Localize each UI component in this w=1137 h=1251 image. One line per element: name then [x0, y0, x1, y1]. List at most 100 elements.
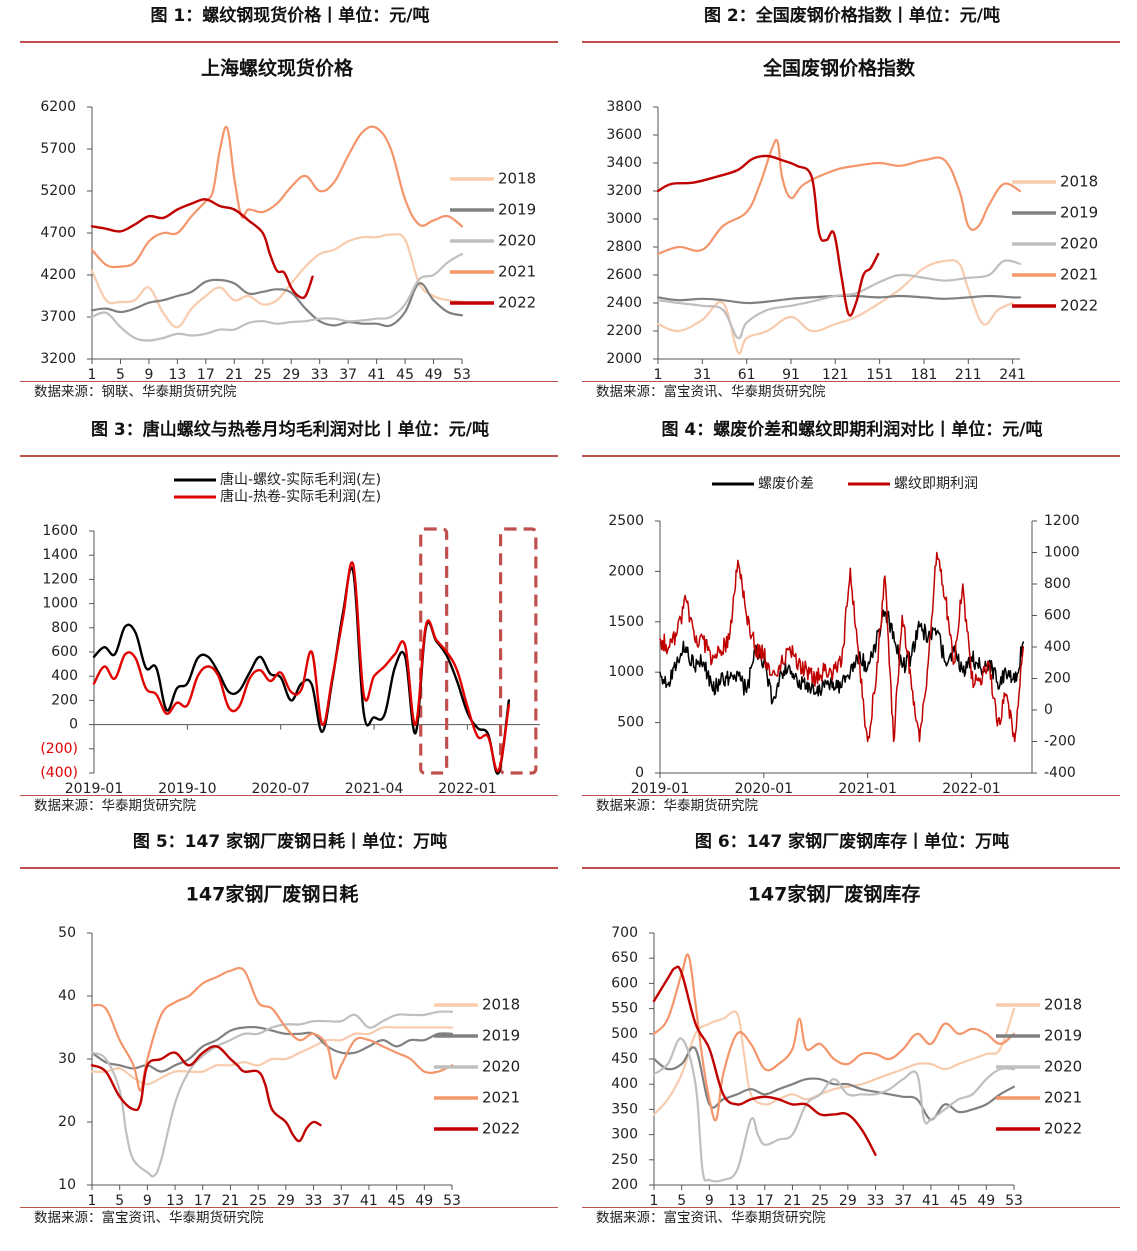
y-tick-label: 40 [58, 988, 76, 1004]
legend-label: 2020 [498, 232, 536, 250]
x-tick-label: 33 [311, 367, 329, 381]
source-rule [582, 1207, 1120, 1208]
caption-rule [20, 867, 558, 869]
series-line-3 [90, 125, 464, 269]
y-tick-label: 250 [611, 1152, 638, 1168]
x-tick-label: 53 [1005, 1193, 1023, 1207]
chart-title: 147家钢厂废钢日耗 [186, 883, 359, 906]
series-line-1 [90, 278, 464, 328]
x-tick-label: 49 [415, 1193, 433, 1207]
caption-rule [582, 455, 1120, 457]
x-tick-label: 1 [654, 367, 663, 381]
chart-title: 上海螺纹现货价格 [201, 57, 354, 80]
y-tick-label: 500 [611, 1026, 638, 1042]
series-line-3 [656, 138, 1022, 256]
y2-tick-label: 400 [1044, 639, 1071, 655]
x-tick-label: 2021-01 [838, 781, 897, 795]
data-source: 数据来源：富宝资讯、华泰期货研究院 [34, 1210, 264, 1226]
legend-label: 2022 [498, 294, 536, 312]
legend-label: 2021 [482, 1089, 520, 1107]
x-tick-label: 2020-07 [251, 781, 310, 795]
y-tick-label: 0 [635, 765, 644, 781]
caption-rule [582, 41, 1120, 43]
x-tick-label: 13 [166, 1193, 184, 1207]
series-line-0 [659, 609, 1025, 705]
legend-label: 2019 [482, 1027, 520, 1045]
figure-caption: 图 6：147 家钢厂废钢库存丨单位：万吨 [694, 832, 1010, 852]
series-line-2 [652, 1037, 1016, 1183]
y-tick-label: 3700 [40, 309, 76, 325]
x-tick-label: 2021-04 [345, 781, 404, 795]
series-line-1 [656, 294, 1022, 305]
series-line-0 [656, 259, 1014, 355]
legend-label: 2020 [1060, 235, 1098, 253]
figure-caption: 图 2：全国废钢价格指数丨单位：元/吨 [704, 6, 1000, 26]
x-tick-label: 25 [249, 1193, 267, 1207]
series-line-0 [652, 1007, 1016, 1116]
x-tick-label: 41 [922, 1193, 940, 1207]
figure-4: 图 4：螺废价差和螺纹即期利润对比丨单位：元/吨 2500 2000 1500 100… [582, 416, 1122, 816]
x-tick-label: 21 [784, 1193, 802, 1207]
x-tick-label: 49 [425, 367, 443, 381]
x-tick-label: 121 [822, 367, 849, 381]
y-tick-label: 800 [51, 620, 78, 636]
x-tick-label: 29 [277, 1193, 295, 1207]
legend-label: 2018 [498, 170, 536, 188]
chart-title: 147家钢厂废钢库存 [748, 883, 921, 906]
y-tick-label: 1200 [42, 571, 78, 587]
y-tick-label: 30 [58, 1051, 76, 1067]
x-tick-label: 2020-01 [735, 781, 794, 795]
x-tick-label: 2022-01 [438, 781, 497, 795]
x-tick-label: 41 [368, 367, 386, 381]
line-chart-spread-profit: 2500200015001000500012001000800600400200… [608, 476, 1079, 795]
figure-caption: 图 3：唐山螺纹与热卷月均毛利润对比丨单位：元/吨 [91, 420, 489, 440]
y-tick-label: 3600 [606, 127, 642, 143]
x-tick-label: 29 [839, 1193, 857, 1207]
figure-5: 图 5：147 家钢厂废钢日耗丨单位：万吨 147家钢厂废钢日耗 50 40 30 20… [20, 828, 560, 1228]
x-tick-label: 61 [738, 367, 756, 381]
y-tick-label: 3800 [606, 99, 642, 115]
x-tick-label: 2019-01 [65, 781, 124, 795]
line-chart-rebar-spot: 上海螺纹现货价格 6200 5700 5200 4700 4200 3700 3200 1 5 9 1… [40, 57, 536, 382]
y-tick-label: 2800 [606, 239, 642, 255]
x-tick-label: 17 [197, 367, 215, 381]
legend-label: 2018 [1060, 173, 1098, 191]
x-tick-label: 241 [999, 367, 1026, 381]
highlight-box [498, 527, 538, 775]
y2-tick-label: 200 [1044, 671, 1071, 687]
x-tick-label: 5 [677, 1193, 686, 1207]
figure-1: 图 1：螺纹钢现货价格丨单位：元/吨 上海螺纹现货价格 6200 5700 5200 4… [20, 2, 560, 402]
y-tick-label: (200) [40, 741, 78, 757]
x-tick-label: 45 [396, 367, 414, 381]
y-tick-label: 1600 [42, 523, 78, 539]
legend-label: 2021 [1060, 266, 1098, 284]
y2-tick-label: 600 [1044, 608, 1071, 624]
x-tick-label: 49 [977, 1193, 995, 1207]
y-tick-label: 700 [611, 925, 638, 941]
legend-label: 2022 [1060, 297, 1098, 315]
series-line-4 [90, 1045, 322, 1143]
x-tick-label: 37 [332, 1193, 350, 1207]
y2-tick-label: -200 [1044, 734, 1076, 750]
y-tick-label: 1400 [42, 547, 78, 563]
source-rule [582, 795, 1120, 796]
x-tick-label: 25 [811, 1193, 829, 1207]
y2-tick-label: 800 [1044, 576, 1071, 592]
legend-label: 2019 [498, 201, 536, 219]
y-tick-label: 6200 [40, 99, 76, 115]
legend-label: 2019 [1044, 1027, 1082, 1045]
y-tick-label: 400 [51, 668, 78, 684]
line-chart-scrap-index: 全国废钢价格指数 3800 3600 3400 3200 3000 2800 2600 2400… [606, 57, 1098, 382]
source-rule [582, 381, 1120, 382]
y-tick-label: 2500 [608, 513, 644, 529]
x-tick-label: 2019-01 [631, 781, 690, 795]
x-tick-label: 9 [705, 1193, 714, 1207]
y-tick-label: 600 [611, 975, 638, 991]
series-line-1 [652, 1046, 1016, 1121]
y-tick-label: 200 [611, 1177, 638, 1193]
y-tick-label: 2000 [606, 351, 642, 367]
x-tick-label: 53 [443, 1193, 461, 1207]
caption-rule [582, 867, 1120, 869]
x-tick-label: 25 [254, 367, 272, 381]
y-tick-label: 3200 [40, 351, 76, 367]
